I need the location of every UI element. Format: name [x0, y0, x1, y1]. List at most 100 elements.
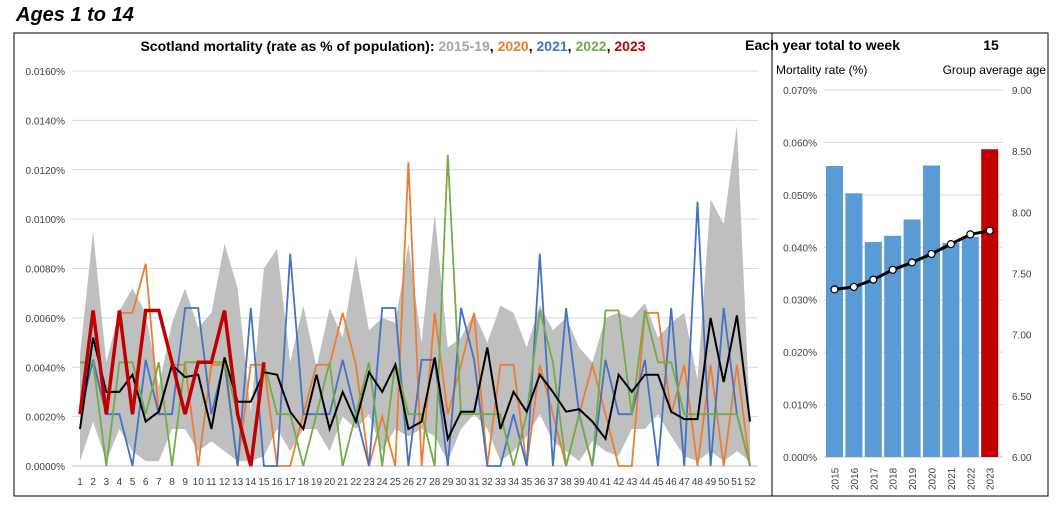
avg-age-point-2019 — [907, 258, 917, 267]
bar-chart-y2-tick-label: 7.50 — [1012, 270, 1032, 281]
line-chart-x-tick-label: 29 — [442, 477, 454, 488]
line-chart-x-tick-label: 33 — [495, 477, 507, 488]
line-chart-x-tick-label: 44 — [639, 477, 651, 488]
line-series-2023 — [78, 308, 266, 467]
line-chart-x-tick-label: 22 — [350, 477, 362, 488]
bar-chart-y2-tick-label: 9.00 — [1012, 86, 1032, 97]
bar-chart-ylabel: Mortality rate (%) — [776, 63, 867, 77]
bar-chart-y2-tick-label: 6.50 — [1012, 392, 1032, 403]
line-chart-x-tick-label: 8 — [169, 477, 175, 488]
line-chart-x-tick-label: 16 — [271, 477, 283, 488]
bar-chart-week: 15 — [983, 37, 999, 53]
avg-age-line-group — [830, 226, 994, 294]
line-chart-title-part: , — [568, 38, 576, 54]
bar-chart-y-axis: 0.000% 0.010% 0.020% 0.030% 0.040% 0.050% 0.06… — [783, 86, 817, 464]
line-series-2021 — [79, 201, 751, 467]
line-chart-x-tick-label: 42 — [613, 477, 625, 488]
line-chart-y-tick-label: 0.0140% — [26, 116, 66, 127]
line-chart-x-tick-label: 34 — [508, 477, 520, 488]
bar-2020 — [923, 165, 940, 458]
avg-age-point-2021 — [946, 240, 956, 249]
bar-2017 — [864, 242, 882, 457]
line-chart-x-tick-label: 36 — [534, 477, 546, 488]
avg-age-point-2018 — [888, 265, 897, 274]
bar-chart-y-tick-label: 0.050% — [783, 191, 817, 202]
line-chart-x-tick-label: 48 — [692, 477, 704, 488]
bar-chart-x-tick-label: 2019 — [908, 467, 919, 490]
line-chart-x-tick-label: 11 — [206, 477, 217, 488]
avg-age-point-2022 — [966, 230, 975, 239]
line-chart-x-tick-label: 17 — [285, 477, 297, 488]
line-chart-title-part: , — [529, 38, 537, 54]
bar-chart-x-tick-label: 2020 — [928, 467, 939, 490]
line-chart-y-tick-label: 0.0100% — [26, 215, 66, 226]
bar-2018 — [884, 235, 902, 457]
bar-chart-y-tick-label: 0.020% — [783, 348, 817, 359]
line-chart-x-tick-label: 4 — [117, 477, 123, 488]
bar-chart-x-tick-label: 2023 — [986, 467, 997, 490]
bar-chart-y2-tick-label: 7.00 — [1012, 331, 1032, 342]
bar-chart-y2-axis: 6.00 6.50 7.00 7.50 8.00 8.50 9.00 — [1012, 86, 1032, 464]
line-chart-y-tick-label: 0.0020% — [26, 413, 66, 424]
line-chart-x-axis: 1 2 3 4 5 6 7 8 9 10 11 12 13 14 15 16 17 18 19 20 21 22 23 24 2… — [77, 477, 756, 488]
line-chart-x-tick-label: 1 — [77, 477, 83, 488]
line-chart-y-tick-label: 0.0080% — [26, 265, 66, 276]
line-chart-title-part: 2015-19 — [438, 38, 490, 54]
line-chart-y-tick-label: 0.0060% — [26, 314, 66, 325]
avg-age-point-2023 — [985, 226, 994, 235]
bar-chart-y-tick-label: 0.040% — [783, 243, 817, 254]
line-chart-y-tick-label: 0.0120% — [26, 166, 66, 177]
line-chart-title-part: 2020 — [498, 38, 529, 54]
line-chart-x-tick-label: 21 — [337, 477, 349, 488]
line-chart-x-tick-label: 25 — [390, 477, 402, 488]
line-chart-x-tick-label: 13 — [232, 477, 244, 488]
line-chart-x-tick-label: 41 — [600, 477, 612, 488]
line-chart-x-tick-label: 15 — [258, 477, 270, 488]
bar-chart-y-tick-label: 0.010% — [783, 401, 817, 412]
line-chart-x-tick-label: 32 — [482, 477, 494, 488]
avg-age-point-2015 — [830, 285, 839, 294]
line-chart-x-tick-label: 49 — [705, 477, 717, 488]
line-chart-x-tick-label: 50 — [718, 477, 730, 488]
line-chart-x-tick-label: 14 — [245, 477, 257, 488]
bar-chart-x-tick-label: 2021 — [947, 467, 958, 490]
line-series-2022 — [80, 154, 751, 467]
line-chart-x-tick-label: 9 — [182, 477, 188, 488]
bar-2021 — [942, 243, 960, 457]
bar-chart-y2-tick-label: 6.00 — [1012, 453, 1032, 464]
line-chart-x-tick-label: 27 — [416, 477, 428, 488]
line-chart-x-tick-label: 30 — [455, 477, 467, 488]
bar-chart-y2label: Group average age — [943, 63, 1047, 77]
line-chart-y-tick-label: 0.0000% — [26, 462, 66, 473]
line-chart-x-tick-label: 6 — [143, 477, 149, 488]
line-chart-x-tick-label: 18 — [298, 477, 310, 488]
line-chart-title-part: 2023 — [614, 38, 645, 54]
bar-chart-y2-tick-label: 8.50 — [1012, 147, 1032, 158]
line-chart-x-tick-label: 12 — [219, 477, 231, 488]
line-chart-y-tick-label: 0.0160% — [26, 67, 66, 78]
line-series-group — [78, 154, 751, 467]
line-chart-y-tick-label: 0.0040% — [26, 363, 66, 374]
line-chart-x-tick-label: 19 — [311, 477, 323, 488]
line-chart-x-tick-label: 46 — [666, 477, 678, 488]
line-chart-x-tick-label: 52 — [744, 477, 756, 488]
line-series-2015-19-average — [79, 315, 751, 443]
line-chart-x-tick-label: 35 — [521, 477, 533, 488]
page-title: Ages 1 to 14 — [16, 4, 134, 26]
line-chart-x-tick-label: 7 — [156, 477, 162, 488]
avg-age-point-2017 — [869, 275, 878, 284]
line-chart-title-part: , — [607, 38, 615, 54]
line-chart-title-part: 2021 — [537, 38, 568, 54]
bar-chart-x-tick-label: 2017 — [869, 467, 880, 490]
line-chart-x-tick-label: 26 — [403, 477, 415, 488]
line-chart-title-prefix: Scotland mortality (rate as % of populat… — [140, 38, 438, 54]
line-chart-title: Scotland mortality (rate as % of populat… — [140, 38, 645, 54]
line-chart-x-tick-label: 3 — [103, 477, 109, 488]
line-chart-x-tick-label: 2 — [90, 477, 96, 488]
bar-chart-y-tick-label: 0.060% — [783, 138, 817, 149]
avg-age-point-2016 — [849, 282, 859, 292]
line-chart-x-tick-label: 5 — [130, 477, 136, 488]
band-area-2015-19 — [80, 125, 750, 462]
line-chart-x-tick-label: 23 — [363, 477, 375, 488]
line-chart-x-tick-label: 43 — [626, 477, 638, 488]
